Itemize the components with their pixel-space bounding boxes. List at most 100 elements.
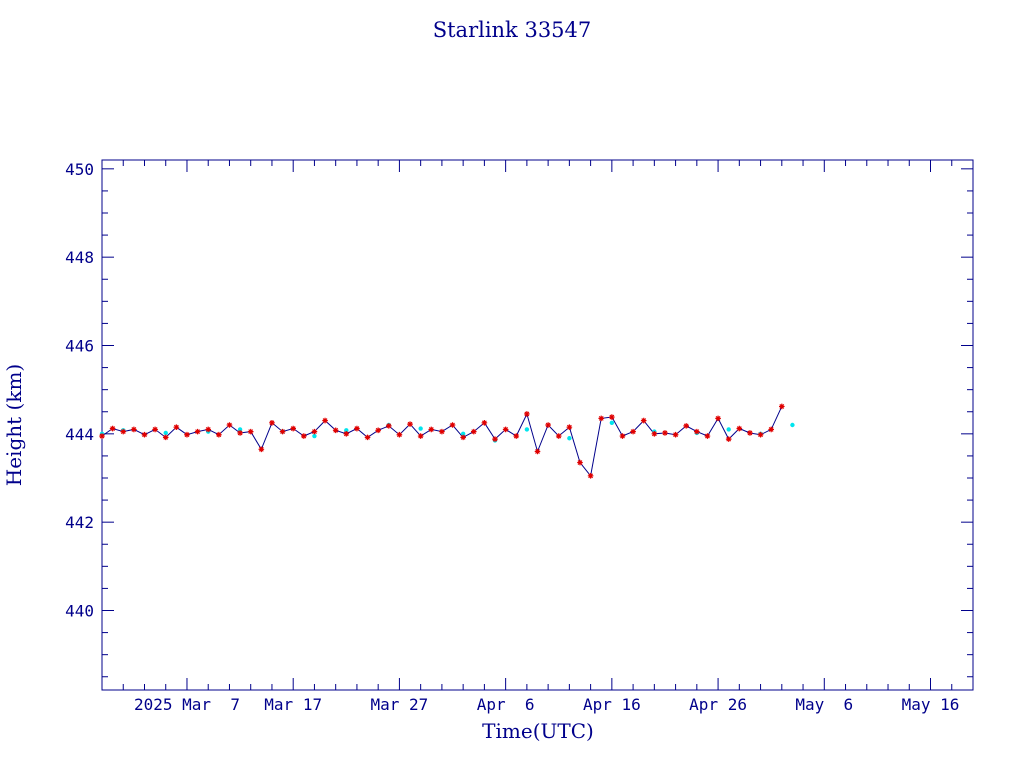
data-point-red [226,422,233,428]
data-point-red [481,419,488,426]
data-point-red [322,417,328,424]
data-point-red [396,431,403,438]
data-point-red [439,428,445,435]
y-axis-label: Height (km) [2,364,26,486]
data-point-cyan [567,436,572,441]
data-point-red [470,428,477,435]
data-point-red [524,411,530,417]
data-point-red [449,422,456,428]
data-point-red [247,428,254,435]
x-tick-label: Apr 16 [583,695,641,714]
data-point-red [109,425,116,432]
data-point-red [194,428,201,435]
data-point-cyan [460,431,466,437]
chart-title: Starlink 33547 [433,18,592,42]
data-point-red [216,431,222,438]
data-point-red [375,427,381,434]
data-point-red [619,433,626,439]
data-point-red [269,419,275,426]
data-point-cyan [609,420,615,425]
data-point-red [460,434,466,441]
data-point-red [279,428,286,435]
data-point-cyan [524,427,530,432]
data-point-red [258,446,265,453]
data-point-red [598,415,605,422]
data-point-red [704,433,711,439]
data-point-red [131,426,137,433]
height-series-line [101,406,783,477]
data-point-red [736,425,743,432]
data-point-red [385,423,392,429]
data-point-red [301,433,307,439]
data-point-red [566,424,573,431]
x-tick-labels: 2025 Mar 7 Mar 17 Mar 27 Apr 6 Apr 16 Apr 26 M… [134,695,959,714]
y-tick-label: 440 [65,602,94,621]
data-point-red [640,417,647,424]
data-point-red [513,433,520,439]
plot-frame [101,159,974,691]
data-point-red [587,472,594,479]
data-point-cyan [237,427,243,432]
x-tick-label: Apr 6 [477,695,535,714]
data-point-red [120,428,127,435]
data-point-red [205,426,212,433]
data-point-red [545,422,551,428]
data-point-cyan [344,428,349,433]
data-point-red [779,403,785,410]
data-point-red [672,431,679,438]
data-point-red [630,428,636,435]
data-point-red [694,428,700,435]
data-point-red [492,436,498,442]
data-point-red [364,434,371,441]
data-point-red [152,426,158,433]
data-point-cyan [418,426,423,431]
data-point-cyan [312,433,317,439]
y-tick-label: 450 [65,160,94,179]
data-point-red [332,427,339,434]
x-tick-label: May 6 [795,695,853,714]
y-tick-label: 446 [65,337,94,356]
y-tick-label: 444 [65,425,94,444]
data-point-red [555,433,562,439]
x-tick-label: May 16 [902,695,960,714]
data-point-red [343,431,350,437]
data-point-red [141,431,148,438]
data-point-cyan [726,427,731,432]
data-point-red [428,426,435,433]
x-tick-label: Mar 27 [371,695,429,714]
x-tick-label: Mar 17 [264,695,322,714]
data-point-red [311,428,318,435]
x-tick-label: Apr 26 [689,695,747,714]
data-point-red [725,436,732,442]
y-tick-label: 442 [65,513,94,532]
data-point-red [534,448,541,455]
data-point-red [757,431,764,438]
x-axis-label: Time(UTC) [482,719,594,743]
axis-ticks [102,160,974,690]
data-point-red [577,459,583,466]
x-tick-label: 2025 Mar 7 [134,695,240,714]
data-point-cyan [163,430,168,436]
data-point-cyan [790,422,795,428]
data-point-red [99,433,105,439]
data-point-red [184,431,190,438]
data-point-red [407,421,413,427]
data-point-red [162,434,169,441]
data-point-red [354,425,360,432]
data-point-red [662,430,668,436]
data-point-red [768,426,774,433]
data-point-red [609,414,615,420]
data-point-red [417,433,424,439]
data-point-red [173,424,180,431]
data-point-red [651,431,658,437]
data-point-red [715,415,721,422]
data-point-red [290,425,296,432]
y-tick-label: 448 [65,248,94,267]
y-tick-labels: 440 442 444 446 448 450 [65,160,94,621]
data-point-red [502,426,509,433]
data-point-red [683,423,690,429]
data-point-red [747,430,753,436]
data-point-red [237,430,243,436]
data-series [99,403,795,479]
